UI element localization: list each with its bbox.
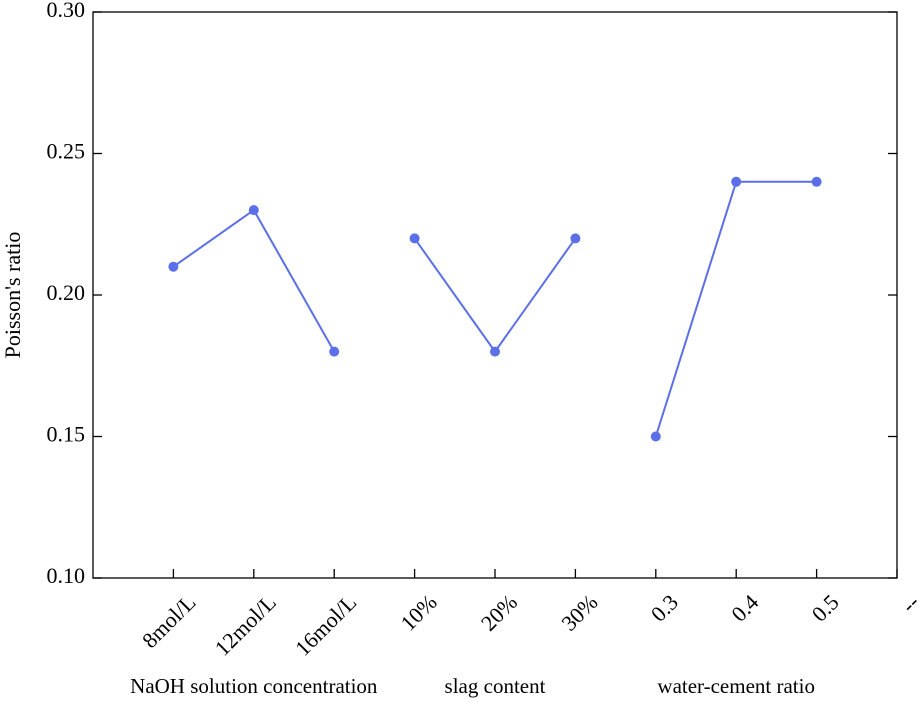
x-tick-label: 0.4 [726, 589, 763, 626]
x-tick-label: 12mol/L [210, 589, 281, 660]
data-point [248, 205, 259, 216]
data-point [490, 346, 500, 357]
data-point [168, 261, 179, 272]
x-tick-label: 0.5 [807, 589, 844, 626]
group-label: NaOH solution concentration [130, 674, 378, 698]
x-tick-label: 30% [556, 589, 602, 635]
series-line [172, 208, 336, 353]
data-point [570, 233, 581, 244]
x-tick-label: 8mol/L [137, 589, 200, 652]
data-point [650, 431, 661, 442]
y-tick-label: 0.25 [47, 139, 86, 164]
data-point [731, 176, 742, 187]
group-label: water-cement ratio [657, 674, 815, 698]
plot-frame [92, 11, 898, 579]
y-tick-label: 0.30 [47, 0, 86, 22]
group-label: slag content [445, 674, 546, 698]
y-tick-label: 0.20 [47, 280, 86, 305]
data-point [329, 346, 340, 357]
y-tick-label: 0.15 [47, 422, 86, 447]
y-tick-label: 0.10 [47, 563, 86, 588]
x-tick-label: 0.3 [646, 589, 683, 626]
x-tick-label: 10% [396, 589, 442, 635]
data-point [811, 176, 822, 187]
x-tick-label: 20% [476, 589, 522, 635]
x-tick-label: 16mol/L [290, 589, 361, 660]
series-line [654, 180, 817, 437]
series-line [413, 237, 577, 354]
y-axis-label: Poisson's ratio [0, 232, 25, 359]
x-tick-label: -- [896, 589, 917, 617]
data-point [409, 233, 420, 244]
